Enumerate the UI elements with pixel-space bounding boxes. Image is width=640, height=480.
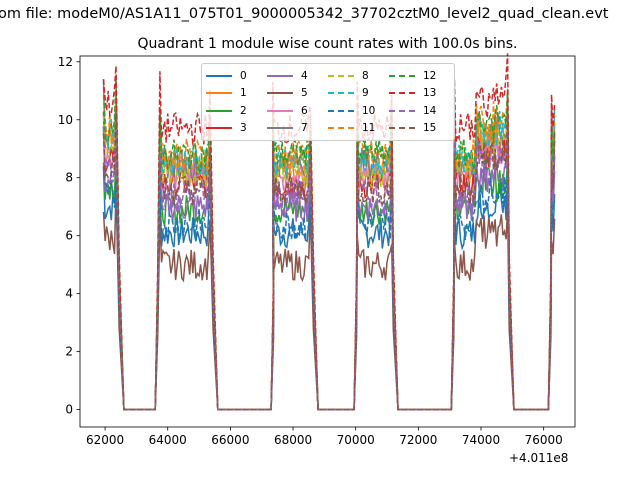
legend-item-14: 14 <box>389 102 450 120</box>
legend-swatch <box>267 74 293 77</box>
legend-label: 9 <box>362 87 369 100</box>
legend-item-12: 12 <box>389 67 450 85</box>
x-tick-label: 62000 <box>86 433 124 447</box>
y-tick-label: 12 <box>58 55 73 69</box>
legend-item-8: 8 <box>328 67 389 85</box>
suptitle-text: Data from file: modeM0/AS1A11_075T01_900… <box>0 6 609 22</box>
legend-label: 6 <box>301 104 308 117</box>
x-tick-label: 64000 <box>149 433 187 447</box>
legend-label: 5 <box>301 87 308 100</box>
legend-item-11: 11 <box>328 120 389 138</box>
legend-swatch <box>206 92 232 95</box>
legend-item-1: 1 <box>206 85 267 103</box>
legend-item-3: 3 <box>206 120 267 138</box>
y-tick-label: 4 <box>65 287 73 301</box>
legend-swatch <box>389 92 415 95</box>
legend-label: 0 <box>240 69 247 82</box>
chart-title: Quadrant 1 module wise count rates with … <box>137 36 518 52</box>
legend-swatch <box>389 127 415 130</box>
legend-label: 13 <box>423 87 437 100</box>
x-axis-offset-label: +4.011e8 <box>509 451 569 465</box>
legend-label: 10 <box>362 104 376 117</box>
x-tick-label: 76000 <box>525 433 563 447</box>
x-tick-label: 74000 <box>462 433 500 447</box>
legend-label: 1 <box>240 87 247 100</box>
legend-item-2: 2 <box>206 102 267 120</box>
legend-label: 14 <box>423 104 437 117</box>
legend-swatch <box>267 127 293 130</box>
legend-item-15: 15 <box>389 120 450 138</box>
y-tick-label: 2 <box>65 345 73 359</box>
series-line-5 <box>102 186 556 411</box>
legend-swatch <box>389 74 415 77</box>
legend-item-13: 13 <box>389 85 450 103</box>
series-line-15 <box>102 103 556 411</box>
y-tick-label: 10 <box>58 113 73 127</box>
legend-item-0: 0 <box>206 67 267 85</box>
legend-label: 3 <box>240 122 247 135</box>
series-line-12 <box>102 75 556 411</box>
series-line-11 <box>102 94 556 411</box>
legend-swatch <box>206 109 232 112</box>
chart-legend: 0 1 2 3 4 5 6 7 8 9 10 11 12 13 14 15 <box>201 63 455 141</box>
legend-label: 12 <box>423 69 437 82</box>
legend-item-4: 4 <box>267 67 328 85</box>
x-tick-label: 72000 <box>399 433 437 447</box>
legend-label: 4 <box>301 69 308 82</box>
legend-swatch <box>206 74 232 77</box>
x-tick-label: 70000 <box>337 433 375 447</box>
legend-swatch <box>328 74 354 77</box>
legend-swatch <box>267 109 293 112</box>
legend-swatch <box>206 127 232 130</box>
legend-swatch <box>389 109 415 112</box>
legend-label: 11 <box>362 122 376 135</box>
x-tick-label: 66000 <box>211 433 249 447</box>
y-tick-label: 0 <box>65 403 73 417</box>
plot-frame <box>79 55 576 428</box>
legend-label: 7 <box>301 122 308 135</box>
legend-swatch <box>328 92 354 95</box>
legend-swatch <box>267 92 293 95</box>
legend-label: 2 <box>240 104 247 117</box>
series-line-10 <box>102 166 556 411</box>
figure-suptitle: Data from file: modeM0/AS1A11_075T01_900… <box>0 6 640 22</box>
legend-item-9: 9 <box>328 85 389 103</box>
legend-item-5: 5 <box>267 85 328 103</box>
y-tick-label: 6 <box>65 229 73 243</box>
legend-item-10: 10 <box>328 102 389 120</box>
legend-label: 15 <box>423 122 437 135</box>
legend-item-6: 6 <box>267 102 328 120</box>
legend-item-7: 7 <box>267 120 328 138</box>
legend-label: 8 <box>362 69 369 82</box>
x-tick-label: 68000 <box>274 433 312 447</box>
legend-swatch <box>328 109 354 112</box>
legend-swatch <box>328 127 354 130</box>
y-tick-label: 8 <box>65 171 73 185</box>
